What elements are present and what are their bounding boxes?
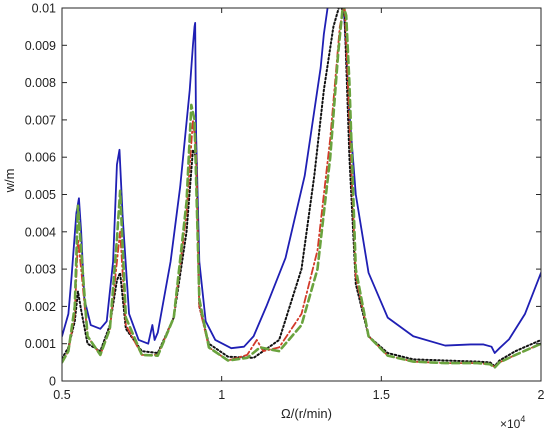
y-tick-label-4: 0.003 — [25, 263, 56, 277]
y-tick-label-6: 0.005 — [25, 188, 56, 202]
y-tick-label-11: 0.01 — [32, 2, 56, 16]
x-exponent-label: ×104 — [500, 414, 525, 431]
x-exponent-power: 4 — [520, 414, 525, 424]
y-tick-label-8: 0.007 — [25, 113, 56, 127]
x-axis-label: Ω/(r/min) — [281, 406, 332, 421]
y-tick-label-10: 0.009 — [25, 39, 56, 53]
x-tick-label-1: 0.5 — [53, 388, 70, 402]
x-tick-label-3: 1.5 — [373, 388, 390, 402]
y-tick-label-3: 0.002 — [25, 300, 56, 314]
series-line-1 — [62, 8, 541, 354]
y-tick-label-9: 0.008 — [25, 76, 56, 90]
x-tick-label-2: 1 — [218, 388, 225, 402]
y-tick-label-1: 0 — [49, 375, 56, 389]
series-layer — [62, 8, 541, 369]
x-exponent-base: ×10 — [500, 417, 521, 431]
y-axis-label: w/m — [2, 169, 17, 194]
y-tick-label-5: 0.004 — [25, 225, 56, 239]
y-tick-label-7: 0.006 — [25, 151, 56, 165]
labels-layer: 0.5 1 1.5 2 0 0.001 0.002 0.003 0.004 0.005 0.006 0… — [25, 2, 545, 403]
plot-area — [62, 8, 541, 381]
series-line-4 — [62, 8, 541, 369]
ticks-layer — [61, 7, 542, 382]
y-tick-label-2: 0.001 — [25, 337, 56, 351]
x-tick-label-4: 2 — [538, 388, 545, 402]
